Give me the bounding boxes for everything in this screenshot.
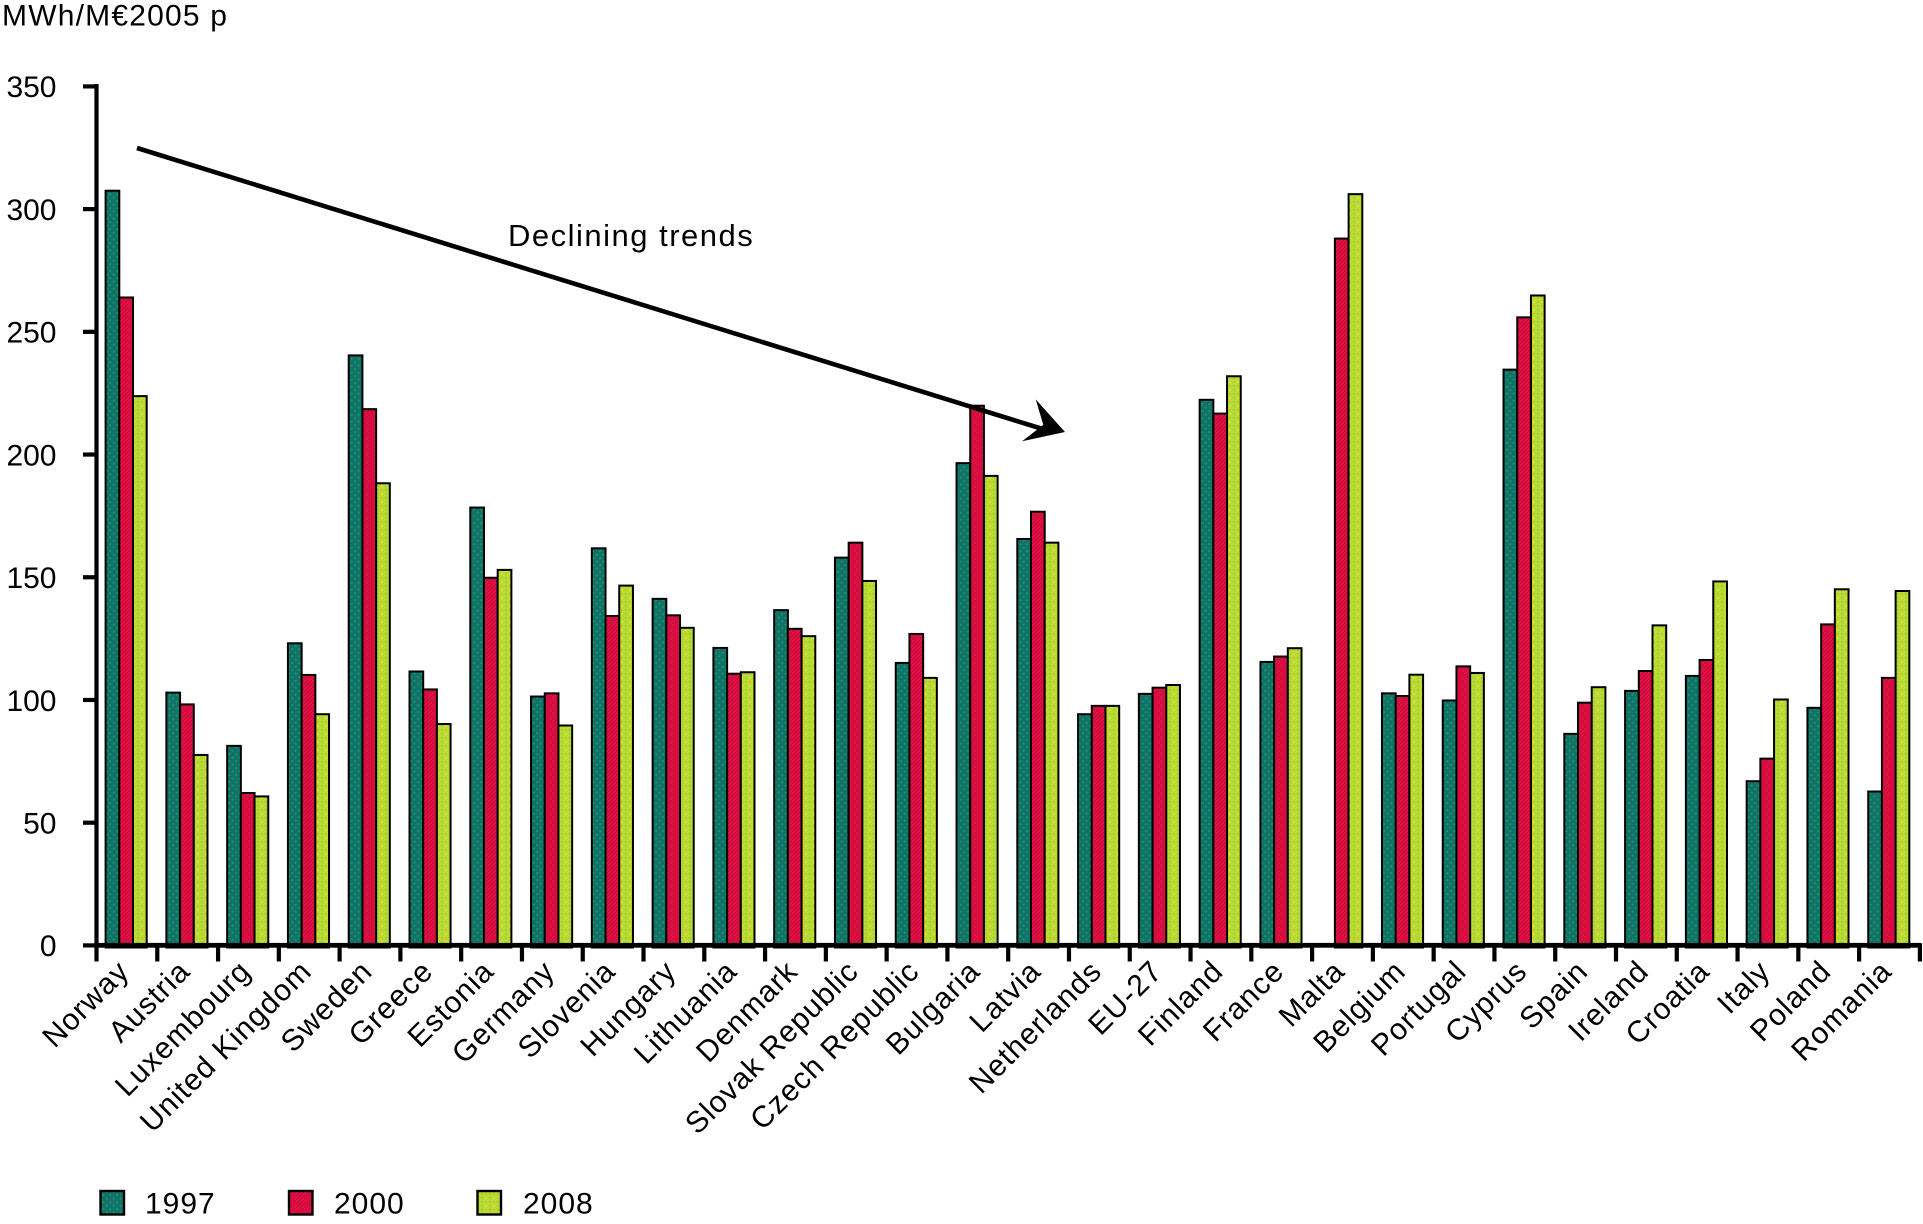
svg-text:1997: 1997 [145, 1188, 216, 1220]
svg-text:350: 350 [6, 71, 56, 104]
svg-text:250: 250 [6, 317, 56, 350]
svg-text:150: 150 [6, 562, 56, 595]
svg-text:100: 100 [6, 685, 56, 718]
svg-text:200: 200 [6, 439, 56, 472]
svg-text:MWh/M€2005 p: MWh/M€2005 p [2, 0, 228, 33]
svg-text:2008: 2008 [523, 1188, 594, 1220]
svg-text:0: 0 [40, 930, 57, 963]
svg-text:Declining trends: Declining trends [508, 218, 754, 253]
svg-text:300: 300 [6, 194, 56, 227]
svg-text:50: 50 [23, 807, 56, 840]
svg-text:2000: 2000 [334, 1188, 405, 1220]
